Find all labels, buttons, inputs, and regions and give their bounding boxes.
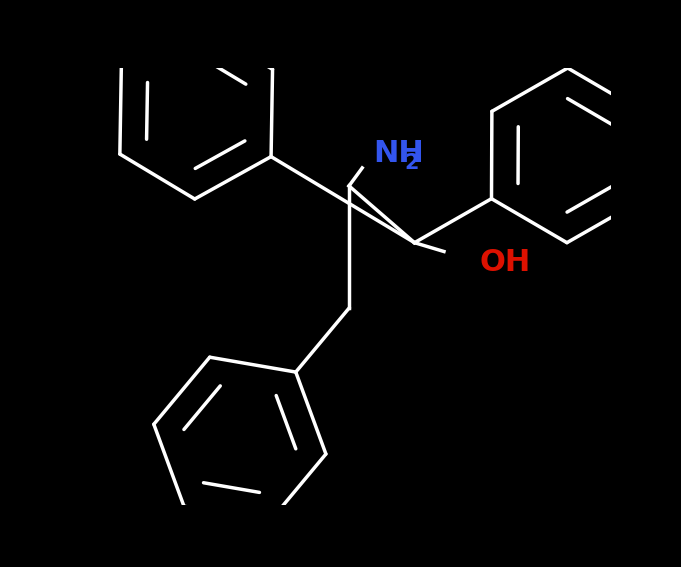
Text: NH: NH <box>373 139 424 168</box>
Text: 2: 2 <box>405 153 419 173</box>
Text: OH: OH <box>480 248 531 277</box>
